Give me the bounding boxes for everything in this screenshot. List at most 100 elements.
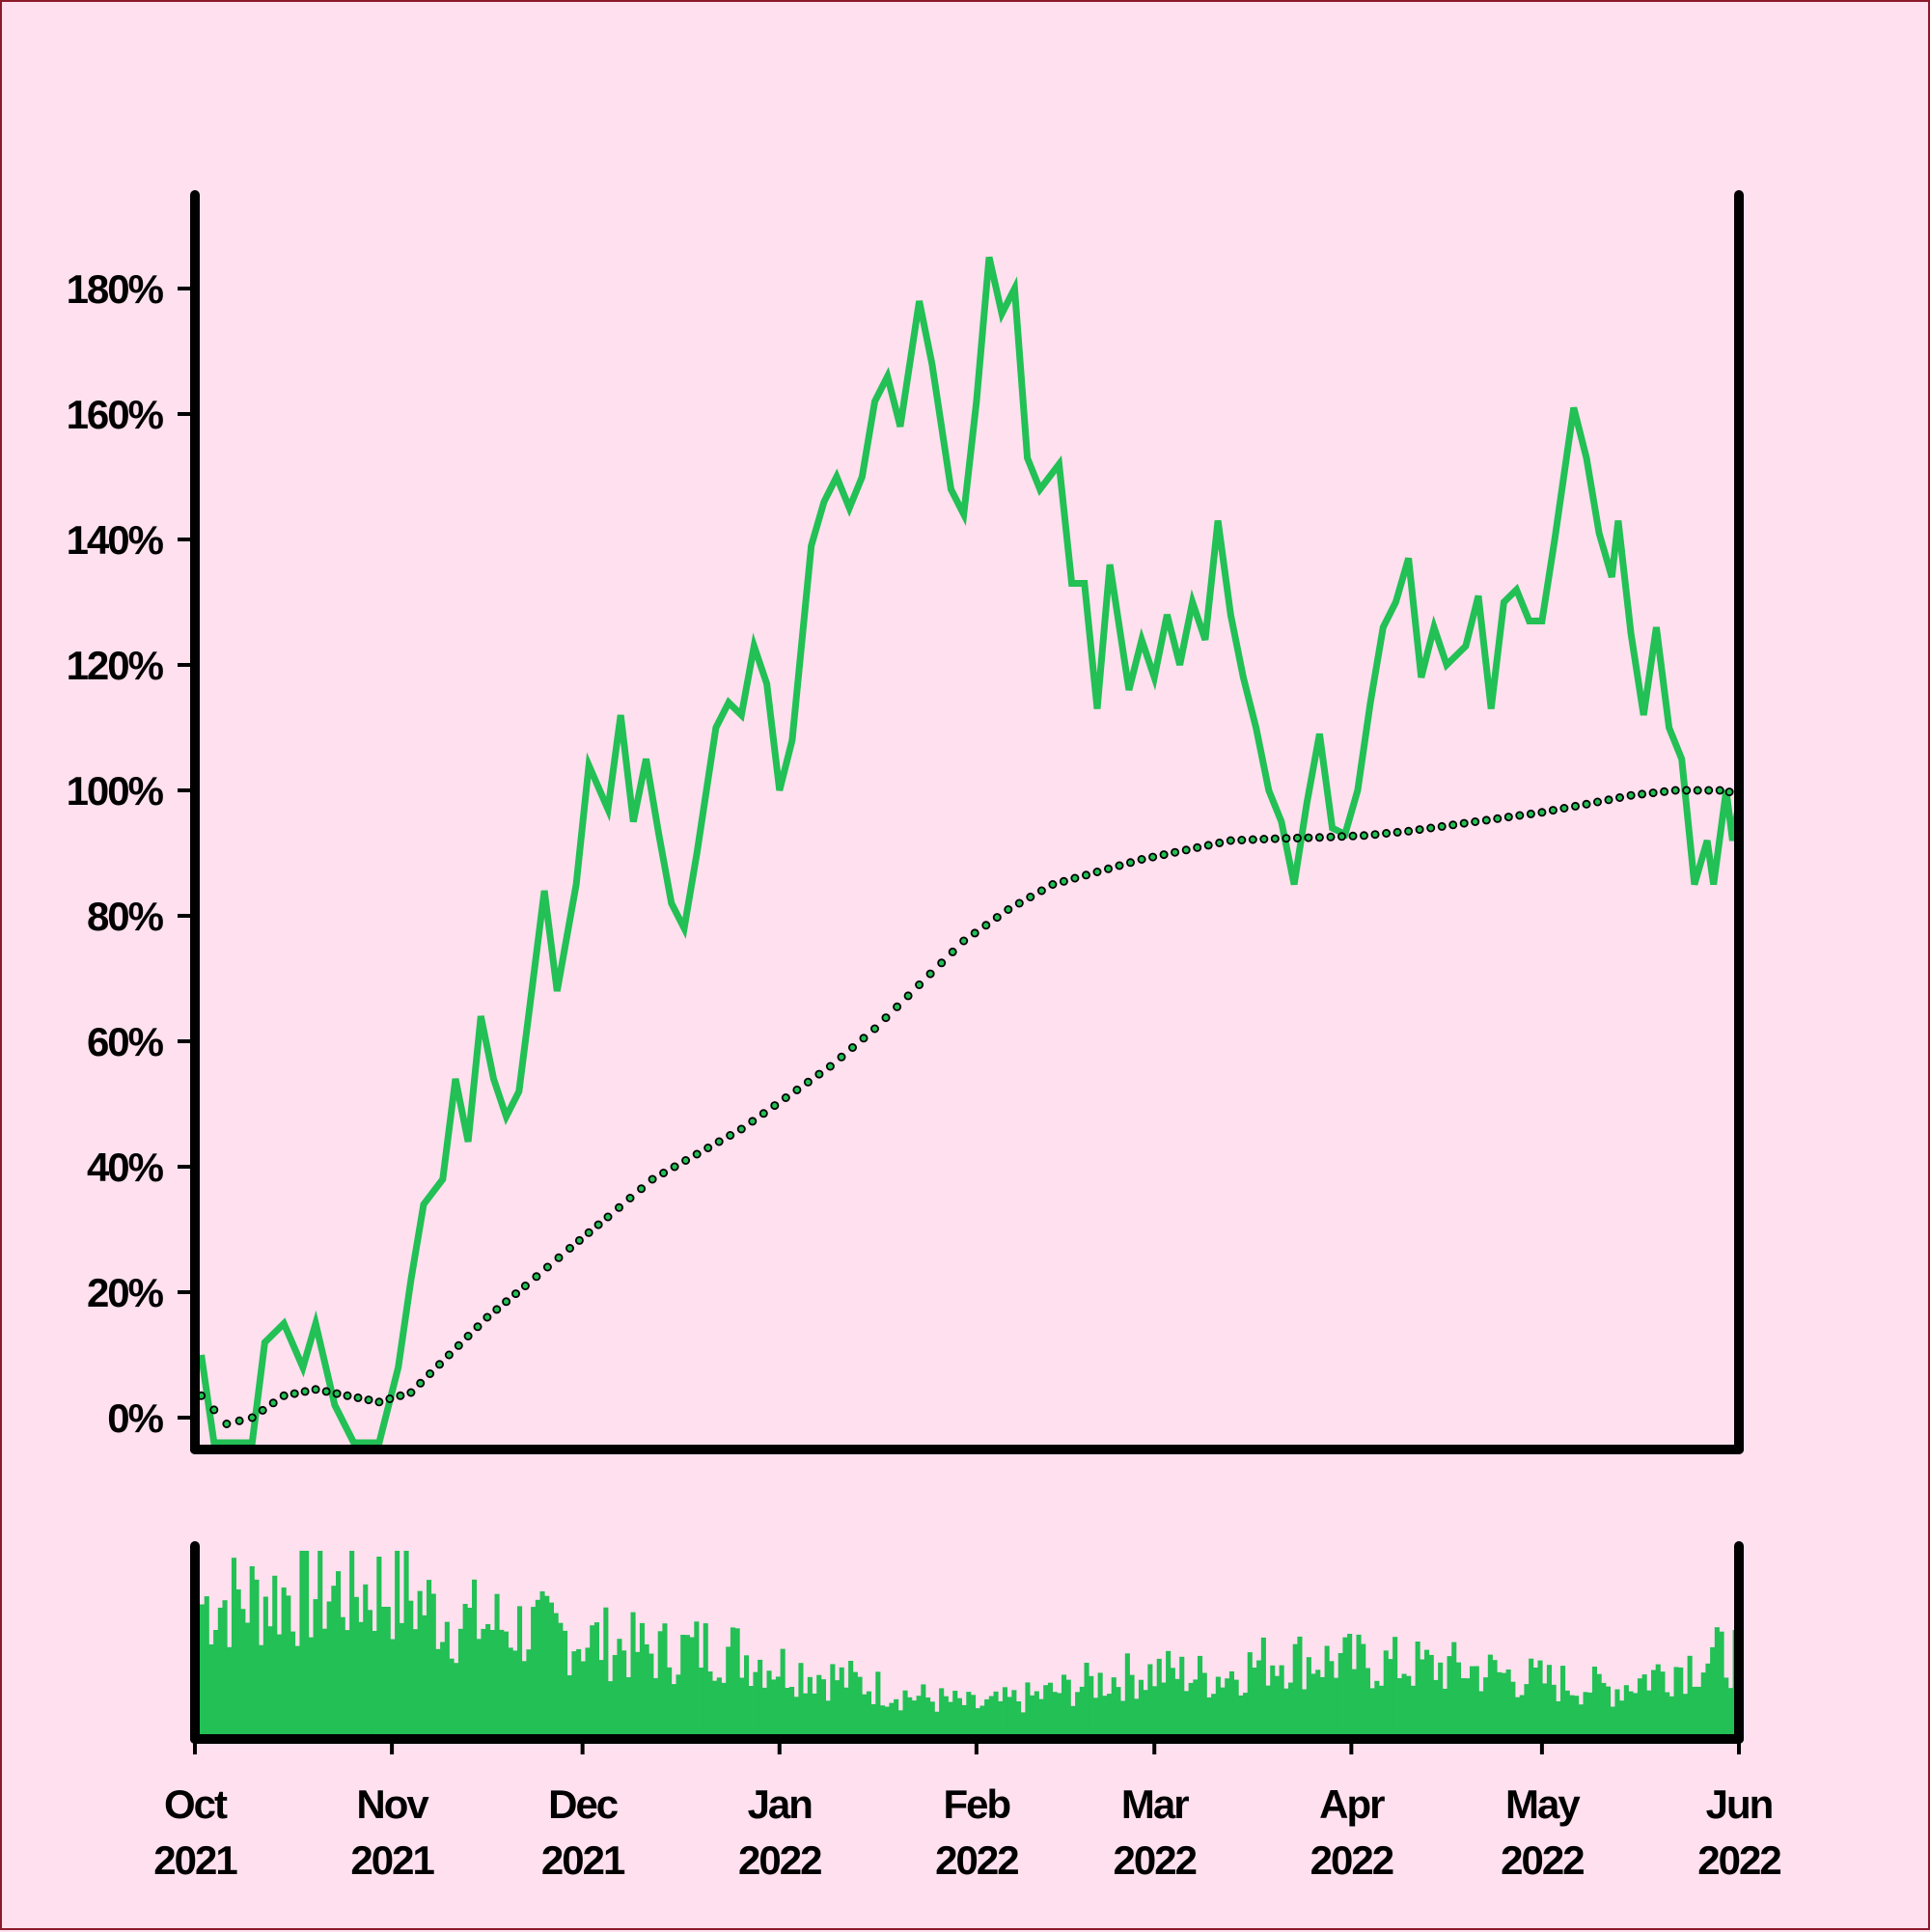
volume-bar: [1574, 1696, 1580, 1739]
volume-bar: [1451, 1642, 1457, 1739]
trend-marker: [1448, 820, 1458, 830]
volume-bar: [771, 1679, 777, 1739]
volume-bar: [785, 1688, 790, 1739]
trend-marker: [1537, 808, 1547, 817]
volume-bar: [308, 1637, 314, 1739]
volume-bar: [245, 1622, 251, 1739]
volume-bar: [563, 1630, 568, 1739]
trend-marker: [321, 1387, 331, 1396]
volume-bar: [820, 1679, 826, 1739]
volume-bar: [467, 1608, 473, 1739]
trend-marker: [364, 1395, 373, 1405]
volume-bar: [553, 1613, 559, 1739]
trend-marker: [758, 1109, 768, 1118]
volume-bar: [1124, 1653, 1130, 1739]
trend-marker: [1404, 826, 1414, 836]
trend-marker: [1604, 795, 1613, 805]
trend-marker: [1126, 858, 1136, 868]
y-tick-label: 180%: [67, 266, 164, 312]
trend-marker: [1270, 834, 1280, 843]
volume-bar: [1487, 1654, 1493, 1739]
volume-bar: [852, 1671, 858, 1739]
volume-bar: [1089, 1675, 1094, 1739]
trend-marker: [385, 1394, 395, 1404]
volume-bar: [612, 1655, 618, 1739]
volume-bar: [1374, 1680, 1380, 1739]
volume-bar: [635, 1651, 641, 1739]
volume-bar: [1260, 1637, 1266, 1739]
x-tick-year: 2021: [153, 1837, 237, 1883]
volume-bar: [1016, 1701, 1022, 1739]
volume-bar: [558, 1622, 564, 1739]
trend-marker: [482, 1312, 492, 1322]
trend-marker: [726, 1131, 735, 1141]
volume-bar: [1569, 1695, 1575, 1739]
volume-bar: [217, 1607, 223, 1739]
volume-bar: [1614, 1689, 1620, 1739]
volume-bar: [331, 1586, 337, 1739]
volume-bar: [231, 1558, 236, 1739]
trend-marker: [332, 1389, 342, 1398]
volume-bar: [1206, 1697, 1212, 1739]
volume-bar: [1020, 1712, 1026, 1739]
volume-bar: [476, 1639, 482, 1739]
volume-bar: [286, 1595, 291, 1739]
volume-bar: [1043, 1685, 1049, 1739]
volume-bar: [1692, 1686, 1697, 1739]
volume-bar: [1062, 1674, 1067, 1739]
trend-marker: [1226, 836, 1235, 845]
volume-bar: [1578, 1704, 1584, 1739]
volume-bar: [590, 1625, 595, 1739]
volume-bar: [1710, 1646, 1716, 1739]
trend-marker: [1682, 786, 1692, 795]
y-tick-label: 80%: [87, 894, 164, 939]
volume-bar: [531, 1607, 537, 1739]
volume-bar: [884, 1706, 890, 1739]
volume-bar: [825, 1700, 831, 1739]
volume-bar: [1120, 1700, 1126, 1739]
trend-marker: [1426, 823, 1436, 833]
x-tick-month: Nov: [356, 1781, 429, 1827]
volume-bar: [363, 1584, 369, 1739]
volume-bar: [1537, 1660, 1543, 1739]
trend-marker: [1348, 831, 1358, 841]
volume-bar: [653, 1677, 659, 1739]
volume-bar: [1161, 1682, 1167, 1739]
trend-marker: [1181, 845, 1191, 855]
volume-bar: [1361, 1643, 1366, 1739]
volume-bar: [521, 1661, 527, 1739]
trend-marker: [1014, 898, 1024, 908]
y-tick-label: 20%: [87, 1270, 164, 1315]
volume-bar: [1637, 1678, 1642, 1739]
volume-bar: [376, 1557, 382, 1739]
volume-bar: [1442, 1688, 1448, 1739]
volume-bar: [1655, 1664, 1661, 1739]
trend-marker: [1159, 850, 1169, 860]
volume-bar: [1201, 1672, 1207, 1739]
volume-bar: [730, 1627, 735, 1739]
trend-marker: [473, 1322, 482, 1332]
volume-bar: [1174, 1678, 1180, 1739]
volume-bar: [349, 1551, 355, 1739]
trend-marker: [1137, 855, 1146, 865]
x-tick-month: Apr: [1319, 1781, 1385, 1827]
volume-bar: [430, 1593, 436, 1739]
volume-bar: [408, 1600, 414, 1739]
trend-marker: [703, 1144, 713, 1153]
trend-marker: [1715, 786, 1724, 795]
volume-bar: [1002, 1687, 1007, 1739]
volume-bar: [1047, 1682, 1053, 1739]
volume-bar: [1564, 1690, 1570, 1739]
volume-bar: [1347, 1634, 1353, 1739]
trend-marker: [343, 1391, 352, 1400]
volume-bar: [984, 1698, 990, 1739]
trend-marker: [1115, 861, 1124, 870]
volume-bar: [803, 1693, 809, 1739]
trend-marker: [1059, 876, 1068, 886]
volume-bar: [608, 1681, 614, 1739]
volume-bar: [894, 1698, 899, 1739]
volume-bar: [499, 1629, 505, 1739]
volume-bar: [1228, 1670, 1234, 1739]
trend-marker: [1481, 815, 1491, 825]
